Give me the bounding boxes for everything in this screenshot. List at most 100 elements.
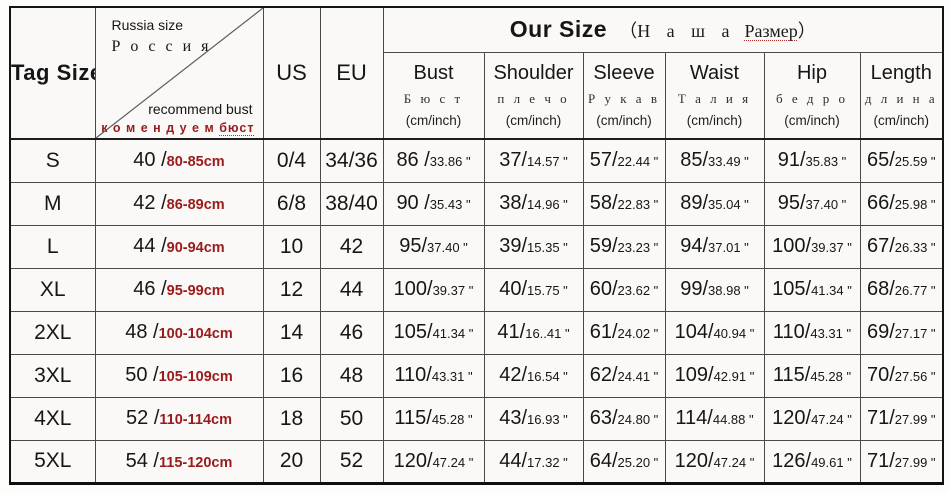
hip-cell: 95/37.40 " [763,181,861,226]
tag-size-cell: M [9,181,96,226]
shoulder-label: Shoulder [493,62,574,84]
russia-num: 42 / [133,192,167,214]
russia-range: 115-120cm [158,454,233,471]
inch-value: 16..41 " [525,326,570,341]
length-label-ru: д л и н а [864,91,938,106]
bust-unit: (cm/inch) [405,113,462,128]
us-size-cell: 6/8 [262,181,321,226]
cm-value: 43/ [499,407,528,429]
shoulder-cell: 37/14.57 " [483,138,584,183]
length-cell: 69/27.17 " [859,310,944,355]
bust-cell: 95/37.40 " [382,224,485,269]
inch-value: 35.43 " [429,197,471,212]
inch-value: 22.83 " [617,197,659,212]
sleeve-cell: 60/23.62 " [582,267,666,312]
russia-range: 95-99cm [166,283,225,299]
eu-size-cell: 46 [319,310,384,355]
inch-value: 39.37 " [811,240,852,255]
header-waist: Waist Т а л и я (cm/inch) [664,51,765,140]
waist-label: Waist [689,62,740,84]
inch-value: 27.99 " [894,412,936,427]
length-cell: 67/26.33 " [859,224,944,269]
shoulder-cell: 40/15.75 " [483,267,584,312]
cm-value: 39/ [499,235,528,257]
tag-size-cell: L [9,224,96,269]
inch-value: 26.33 " [894,240,936,255]
waist-cell: 89/35.04 " [664,181,765,226]
recommend-bust-label-ru: р е к о м е н д у е м бюст [96,122,255,135]
sleeve-cell: 58/22.83 " [582,181,666,226]
hip-cell: 120/47.24 " [763,396,861,441]
waist-cell: 120/47.24 " [664,439,765,485]
header-row-top: Tag Size Russia size Р о с с и я recomme… [9,6,944,140]
eu-size-cell: 38/40 [319,181,384,226]
inch-value: 45.28 " [810,369,852,384]
inch-value: 42.91 " [713,369,755,384]
shoulder-cell: 39/15.35 " [483,224,584,269]
eu-size-cell: 44 [319,267,384,312]
cm-value: 126/ [772,449,812,472]
bust-cell: 100/39.37 " [382,267,485,312]
inch-value: 33.49 " [708,154,749,170]
hip-cell: 105/41.34 " [763,267,861,312]
inch-value: 41.34 " [811,283,852,298]
header-sleeve: Sleeve Р у к а в (cm/inch) [582,51,666,140]
cm-value: 110/ [394,364,432,386]
sleeve-cell: 64/25.20 " [582,439,666,485]
eu-size-cell: 34/36 [319,138,384,183]
inch-value: 22.44 " [617,154,659,170]
russia-range: 100-104cm [158,326,233,342]
inch-value: 16.93 " [527,412,568,427]
inch-value: 23.23 " [617,240,659,255]
inch-value: 47.24 " [811,412,852,427]
inch-value: 39.37 " [432,283,474,298]
tag-size-cell: 2XL [9,310,96,355]
shoulder-unit: (cm/inch) [505,113,562,128]
tag-size-cell: 4XL [9,396,96,441]
cm-value: 89/ [680,192,709,214]
header-row-sub: Bust Б ю с т (cm/inch) Shoulder п л е ч … [10,51,944,140]
sleeve-label-ru: Р у к а в [588,91,660,106]
size-rows: S 40 /80-85cm 0/4 34/36 86 /33.86 " 37/1… [9,138,944,485]
razmer-text: Размер [744,21,798,42]
bust-cell: 105/41.34 " [382,310,485,355]
eu-size-cell: 50 [319,396,384,441]
hip-cell: 91/35.83 " [763,138,861,183]
cm-value: 63/ [589,407,618,429]
inch-value: 23.62 " [617,283,659,298]
bust-cell: 110/43.31 " [382,353,485,398]
cm-value: 114/ [675,407,713,429]
hip-cell: 110/43.31 " [763,310,861,355]
header-our-size: Our Size （Н а ш а Размер） [382,6,944,53]
cm-value: 120/ [393,449,433,472]
inch-value: 38.98 " [708,283,749,298]
table-row-s: S 40 /80-85cm 0/4 34/36 86 /33.86 " 37/1… [9,138,944,183]
russia-range: 105-109cm [158,369,233,385]
cm-value: 110/ [772,321,811,343]
inch-value: 27.17 " [894,326,936,341]
sleeve-cell: 61/24.02 " [582,310,666,355]
length-label: Length [870,62,932,84]
inch-value: 27.56 " [894,369,936,384]
cm-value: 69/ [866,321,895,343]
cm-value: 104/ [674,321,714,343]
cm-value: 65/ [866,149,895,172]
russia-size-cell: 52 /110-114cm [94,396,264,441]
hip-unit: (cm/inch) [784,113,840,128]
inch-value: 25.59 " [894,154,936,170]
inch-value: 37.40 " [805,197,847,212]
russia-size-cell: 48 /100-104cm [94,310,264,355]
cm-value: 95/ [777,192,806,214]
russia-num: 48 / [125,321,159,343]
inch-value: 15.75 " [527,283,568,298]
cm-value: 41/ [497,321,526,343]
waist-cell: 94/37.01 " [664,224,765,269]
russia-size-label: Russia size [111,17,184,33]
inch-value: 40.94 " [713,326,755,341]
inch-value: 37.01 " [708,240,749,255]
cm-value: 58/ [589,192,618,214]
cm-value: 71/ [866,407,895,429]
russia-num: 50 / [125,364,159,386]
length-cell: 71/27.99 " [859,439,944,485]
length-cell: 71/27.99 " [859,396,944,441]
